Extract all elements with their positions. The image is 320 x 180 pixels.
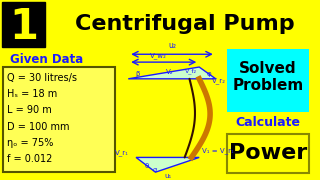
Text: Hₛ = 18 m: Hₛ = 18 m — [7, 89, 57, 99]
Text: φ: φ — [207, 71, 211, 77]
Bar — [0, 0, 311, 49]
Bar — [228, 134, 309, 173]
Text: Solved: Solved — [239, 62, 297, 76]
Bar — [3, 67, 115, 172]
Text: V_r₁: V_r₁ — [115, 149, 129, 156]
Bar — [2, 2, 45, 47]
Text: Power: Power — [229, 143, 307, 163]
Text: 1: 1 — [9, 6, 38, 48]
Text: V_w₂: V_w₂ — [150, 52, 167, 59]
Text: θ: θ — [145, 163, 149, 169]
Text: α: α — [152, 167, 157, 173]
Text: u₂: u₂ — [168, 41, 176, 50]
Text: Centrifugal Pump: Centrifugal Pump — [75, 14, 294, 34]
Text: f = 0.012: f = 0.012 — [7, 154, 52, 164]
Text: D = 100 mm: D = 100 mm — [7, 122, 69, 132]
Text: β: β — [136, 71, 140, 77]
Text: L = 90 m: L = 90 m — [7, 105, 52, 115]
Text: Q = 30 litres/s: Q = 30 litres/s — [7, 73, 77, 83]
Text: V₂: V₂ — [166, 69, 174, 75]
Text: u₁: u₁ — [164, 173, 172, 179]
Text: V₁ = V_r₁: V₁ = V_r₁ — [202, 147, 234, 154]
Text: Given Data: Given Data — [10, 53, 83, 66]
Bar — [228, 49, 309, 112]
Polygon shape — [136, 158, 199, 172]
Text: V_r₂: V_r₂ — [212, 77, 226, 84]
Text: Problem: Problem — [233, 78, 304, 93]
Text: Calculate: Calculate — [236, 116, 301, 129]
Text: V_f₂: V_f₂ — [185, 68, 197, 74]
Text: ηₒ = 75%: ηₒ = 75% — [7, 138, 53, 148]
Polygon shape — [128, 67, 216, 79]
